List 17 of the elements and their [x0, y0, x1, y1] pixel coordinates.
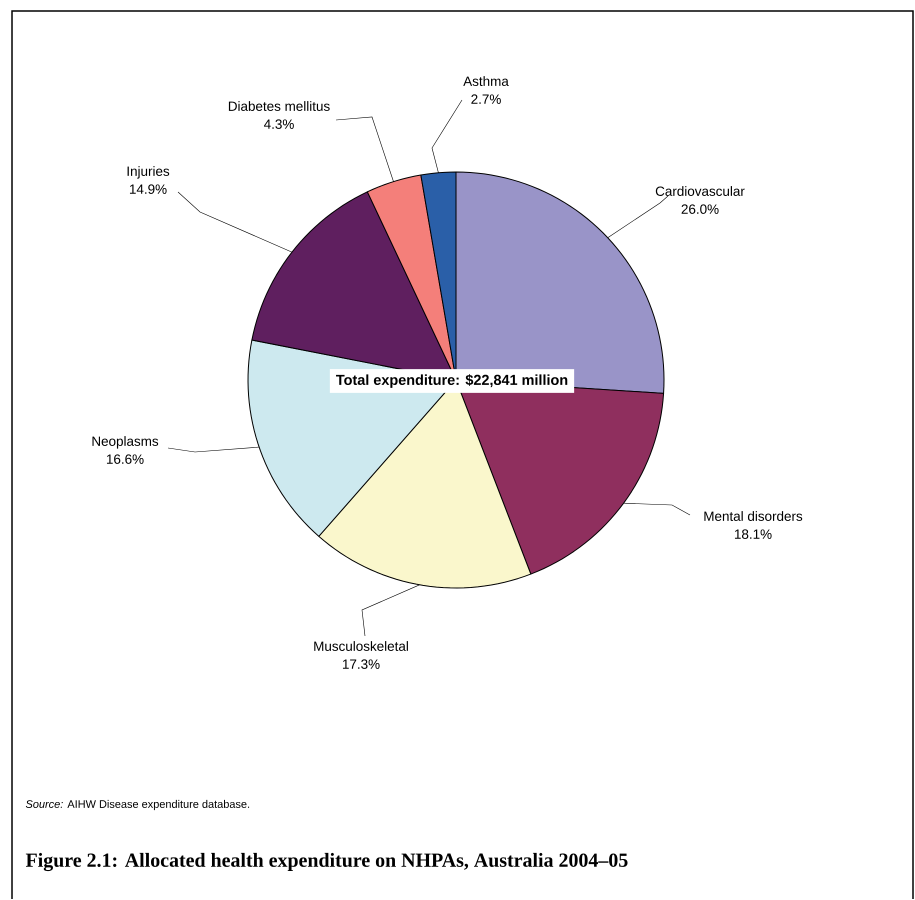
slice-label: Musculoskeletal: [314, 641, 408, 652]
data-label: 26.0%: [682, 204, 719, 214]
text: Total expenditure: $22,841 million: [336, 374, 568, 388]
text: Source: AIHW Disease expenditure database.: [26, 800, 250, 810]
data-label: 18.1%: [734, 530, 772, 540]
slice-label: Mental disorders: [704, 511, 802, 522]
slice-label: Cardiovascular: [656, 186, 745, 196]
text: Figure 2.1: Allocated health expenditure on NHPAs, Australia 2004–05: [26, 853, 628, 872]
slice-label: Injuries: [128, 166, 170, 179]
data-label: 17.3%: [342, 660, 380, 670]
data-label: 14.9%: [130, 184, 167, 194]
data-label: 16.6%: [106, 454, 144, 464]
data-label: 2.7%: [471, 94, 501, 104]
slice-label: Diabetes mellitus: [228, 101, 330, 112]
data-label: 4.3%: [264, 120, 294, 130]
slice-label: Asthma: [463, 76, 509, 86]
slice-label: Neoplasms: [92, 436, 158, 449]
